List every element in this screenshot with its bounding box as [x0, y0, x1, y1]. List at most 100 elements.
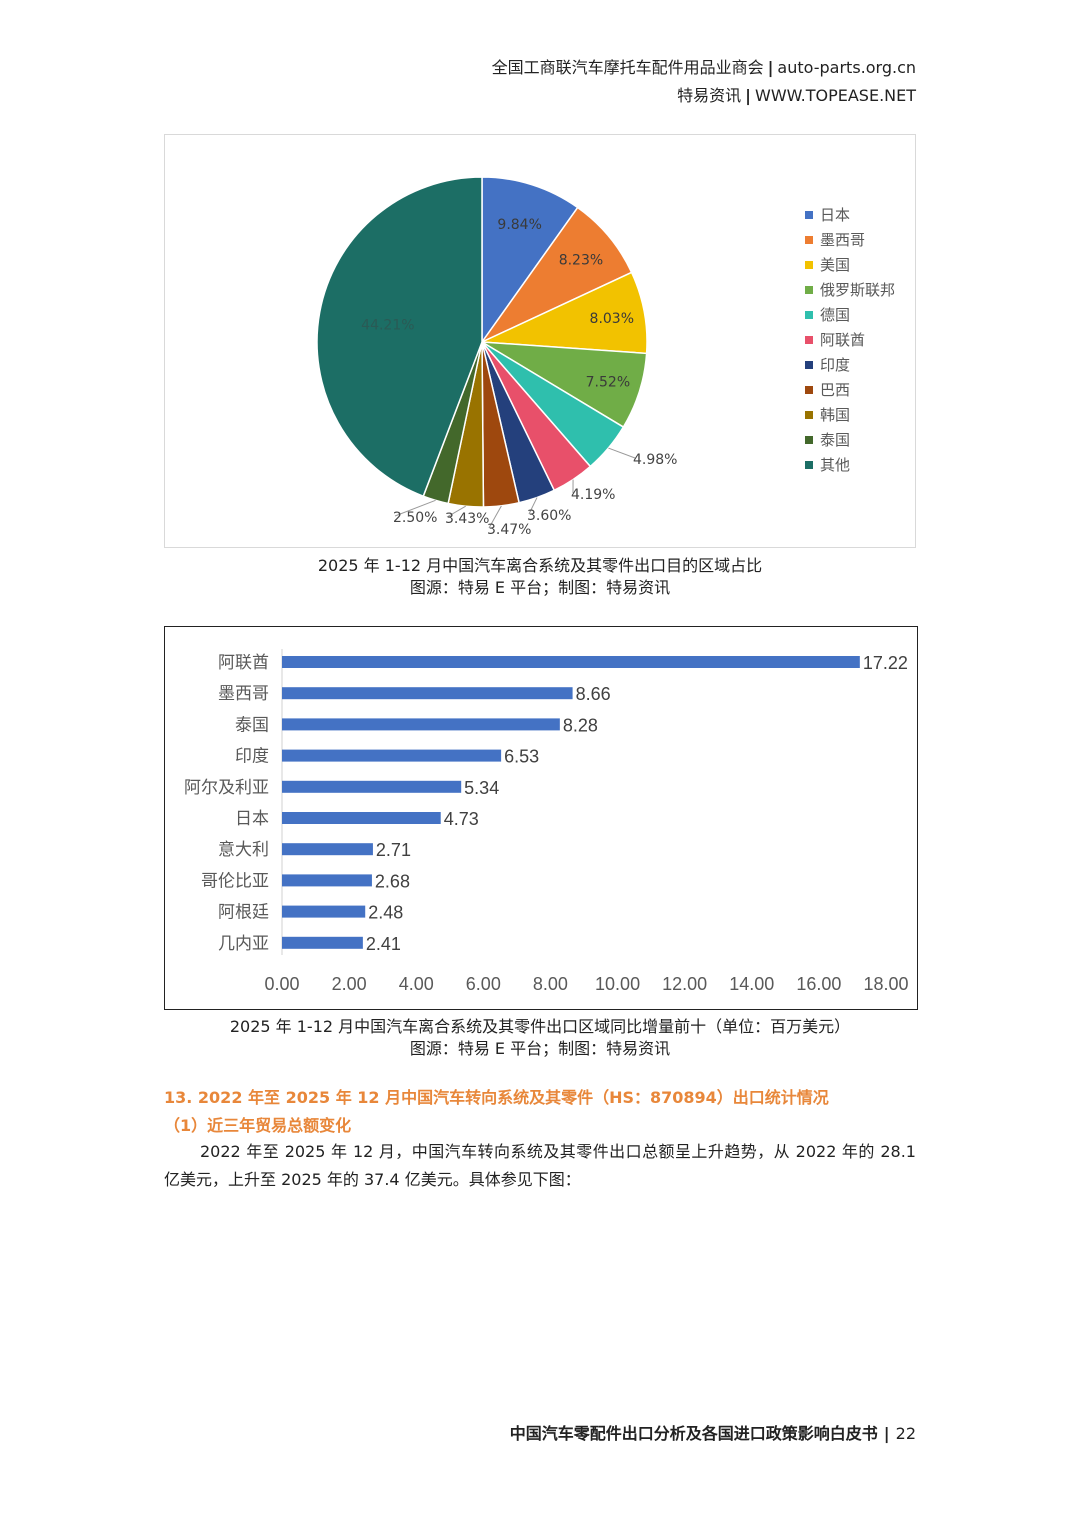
bar-chart-panel: 阿联酋 17.22 墨西哥 8.66 泰国 8.28 印度 6.53 阿尔及利亚 5.34 日本 4.… — [164, 626, 918, 1010]
header-org-2: 特易资讯 — [677, 86, 742, 105]
x-tick-label-5: 8.00 — [533, 974, 568, 994]
footer-separator: | — [883, 1424, 890, 1443]
legend-label-3: 美国 — [820, 256, 850, 274]
bar-value-label-8: 2.68 — [375, 871, 410, 891]
legend-swatch-3 — [805, 261, 813, 269]
pie-slice-1 — [481, 176, 579, 345]
pie-data-label-1: 9.84% — [497, 217, 541, 233]
pie-data-label-10: 2.50% — [393, 510, 437, 526]
x-tick-label-4: 6.00 — [466, 974, 501, 994]
bar-chart: 阿联酋 17.22 墨西哥 8.66 泰国 8.28 印度 6.53 阿尔及利亚 5.34 日本 4.… — [184, 649, 909, 994]
pie-chart-caption: 2025 年 1-12 月中国汽车离合系统及其零件出口目的区域占比 — [317, 556, 763, 575]
bar-category-label-6: 日本 — [235, 809, 269, 829]
pie-chart: 9.84% 8.23% 8.03% 7.52% 4.98% 4.19%3.60%3.47%… — [316, 176, 895, 538]
x-tick-label-7: 12.00 — [662, 974, 707, 994]
bar-10 — [282, 936, 363, 949]
section-paragraph: 2022 年至 2025 年 12 月，中国汽车转向系统及其零件出口总额呈上升趋… — [164, 1142, 916, 1189]
bar-2 — [282, 687, 573, 700]
section-subtitle: （1）近三年贸易总额变化 — [164, 1116, 352, 1135]
legend-label-2: 墨西哥 — [820, 231, 865, 249]
footer-title: 中国汽车零配件出口分析及各国进口政策影响白皮书 — [509, 1424, 878, 1443]
legend-label-5: 德国 — [820, 306, 850, 324]
bar-value-label-4: 6.53 — [504, 747, 539, 767]
bar-7 — [282, 843, 373, 856]
bar-chart-caption: 2025 年 1-12 月中国汽车离合系统及其零件出口区域同比增量前十（单位：百… — [229, 1017, 851, 1036]
legend-swatch-2 — [805, 236, 813, 244]
legend-swatch-6 — [805, 336, 813, 344]
legend-label-8: 巴西 — [820, 381, 850, 399]
header-separator-1: | — [767, 58, 774, 77]
bar-value-label-2: 8.66 — [576, 684, 611, 704]
pie-slice-11 — [316, 176, 483, 498]
bar-value-label-9: 2.48 — [368, 903, 403, 923]
x-tick-label-9: 16.00 — [796, 974, 841, 994]
bar-category-label-3: 泰国 — [235, 715, 269, 735]
bar-category-label-8: 哥伦比亚 — [201, 871, 269, 891]
pie-chart-panel: 9.84% 8.23% 8.03% 7.52% 4.98% 4.19% 3.60% 3.47%… — [164, 134, 916, 548]
bar-value-label-10: 2.41 — [366, 934, 401, 954]
legend-swatch-5 — [805, 311, 813, 319]
bar-category-label-9: 阿根廷 — [218, 903, 269, 923]
header-site-2: WWW.TOPEASE.NET — [755, 86, 916, 105]
legend-label-1: 日本 — [820, 206, 850, 224]
bar-value-label-1: 17.22 — [863, 653, 908, 673]
header-line-2: 特易资讯 | WWW.TOPEASE.NET — [492, 82, 916, 110]
pie-data-label-7: 3.60% — [527, 508, 571, 524]
legend-swatch-1 — [805, 211, 813, 219]
x-tick-label-8: 14.00 — [729, 974, 774, 994]
x-tick-label-1: 0.00 — [264, 974, 299, 994]
bar-category-label-4: 印度 — [235, 747, 269, 767]
bar-category-label-7: 意大利 — [218, 840, 269, 860]
x-tick-label-3: 4.00 — [399, 974, 434, 994]
bar-6 — [282, 812, 441, 824]
page-footer: 中国汽车零配件出口分析及各国进口政策影响白皮书 | 22 — [510, 1420, 916, 1444]
legend-swatch-10 — [805, 436, 813, 444]
bar-8 — [282, 874, 372, 887]
bar-category-label-10: 几内亚 — [218, 934, 269, 954]
pie-data-label-11: 44.21% — [361, 318, 414, 334]
legend-swatch-9 — [805, 411, 813, 419]
pie-leader-line-5 — [608, 447, 636, 459]
bar-4 — [282, 749, 502, 762]
pie-leader-line-8 — [488, 505, 502, 529]
pie-data-label-4: 7.52% — [586, 375, 630, 391]
header-org-1: 全国工商联汽车摩托车配件用品业商会 — [491, 58, 764, 77]
page-number: 22 — [895, 1424, 916, 1443]
legend-swatch-7 — [805, 361, 813, 369]
header-separator-2: | — [745, 86, 752, 105]
pie-leader-line-7 — [528, 497, 538, 515]
pie-data-label-9: 3.43% — [445, 511, 489, 527]
x-tick-label-2: 2.00 — [332, 974, 367, 994]
bar-category-label-2: 墨西哥 — [218, 684, 269, 704]
pie-leader-line-10 — [394, 499, 436, 517]
page-header: 全国工商联汽车摩托车配件用品业商会 | auto-parts.org.cn 特易资讯… — [492, 54, 916, 110]
legend-label-7: 印度 — [820, 356, 850, 374]
pie-data-label-2: 8.23% — [559, 253, 603, 269]
header-line-1: 全国工商联汽车摩托车配件用品业商会 | auto-parts.org.cn — [492, 54, 916, 82]
section-title: 13. 2022 年至 2025 年 12 月中国汽车转向系统及其零件（HS：8… — [164, 1088, 829, 1107]
pie-data-label-3: 8.03% — [590, 311, 634, 327]
bar-category-label-5: 阿尔及利亚 — [184, 778, 269, 798]
bar-value-label-7: 2.71 — [376, 840, 411, 860]
bar-3 — [282, 718, 560, 731]
legend-label-4: 俄罗斯联邦 — [820, 281, 895, 299]
bar-value-label-6: 4.73 — [444, 809, 479, 829]
legend-label-11: 其他 — [820, 456, 850, 474]
x-tick-label-10: 18.00 — [863, 974, 908, 994]
legend-label-10: 泰国 — [820, 431, 850, 449]
bar-5 — [282, 780, 462, 793]
legend-label-9: 韩国 — [820, 406, 850, 424]
pie-data-label-8: 3.47% — [487, 522, 531, 538]
legend-swatch-11 — [805, 461, 813, 469]
pie-chart-source: 图源：特易 E 平台；制图：特易资讯 — [409, 578, 671, 597]
bar-chart-source: 图源：特易 E 平台；制图：特易资讯 — [409, 1039, 671, 1058]
header-site-1: auto-parts.org.cn — [777, 58, 916, 77]
bar-value-label-3: 8.28 — [563, 715, 598, 735]
bar-1 — [282, 656, 860, 668]
pie-data-label-6: 4.19% — [571, 487, 615, 503]
bar-9 — [282, 905, 366, 918]
bar-category-label-1: 阿联酋 — [218, 653, 269, 673]
legend-swatch-4 — [805, 286, 813, 294]
bar-value-label-5: 5.34 — [464, 778, 499, 798]
x-tick-label-6: 10.00 — [595, 974, 640, 994]
